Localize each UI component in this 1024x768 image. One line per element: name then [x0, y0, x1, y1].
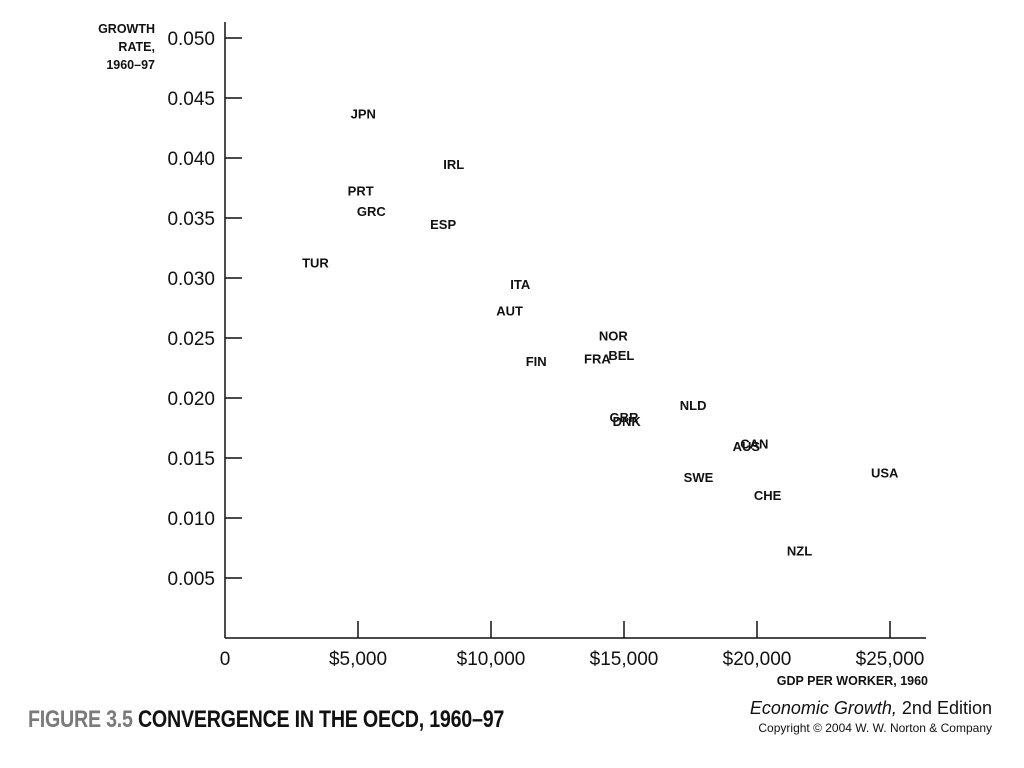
data-point-grc: GRC: [357, 204, 387, 219]
source-credit: Economic Growth, 2nd Edition Copyright ©…: [750, 698, 992, 735]
book-edition: 2nd Edition: [901, 698, 992, 718]
data-point-dnk: DNK: [613, 414, 642, 429]
y-axis-label-line: RATE,: [118, 40, 155, 54]
y-tick-label: 0.050: [167, 29, 215, 50]
x-tick-label: $20,000: [723, 649, 792, 670]
data-point-nzl: NZL: [787, 543, 812, 558]
book-line: Economic Growth, 2nd Edition: [750, 698, 992, 719]
copyright-notice: Copyright © 2004 W. W. Norton & Company: [758, 721, 992, 735]
data-point-tur: TUR: [302, 255, 329, 270]
x-tick-label: $10,000: [457, 649, 526, 670]
data-point-fin: FIN: [526, 354, 547, 369]
figure-number: FIGURE 3.5: [28, 706, 133, 733]
data-point-irl: IRL: [443, 157, 464, 172]
y-tick-label: 0.010: [167, 509, 215, 530]
y-axis-label: GROWTH RATE, 1960–97: [98, 22, 155, 72]
data-point-jpn: JPN: [351, 107, 376, 122]
data-point-fra: FRA: [584, 351, 611, 366]
x-axis-ticks: 0 $5,000 $10,000 $15,000 $20,000 $25,000: [220, 621, 925, 670]
y-axis-label-line: 1960–97: [106, 58, 155, 72]
x-tick-label: $5,000: [329, 649, 387, 670]
data-point-swe: SWE: [684, 470, 714, 485]
y-tick-label: 0.030: [167, 269, 215, 290]
data-point-ita: ITA: [510, 277, 531, 292]
data-point-prt: PRT: [348, 183, 374, 198]
y-tick-label: 0.015: [167, 449, 215, 470]
x-tick-label: $25,000: [856, 649, 925, 670]
y-axis-ticks: 0.005 0.010 0.015 0.020 0.025 0.030 0.035 0.040…: [167, 29, 242, 590]
x-axis-label: GDP PER WORKER, 1960: [777, 674, 928, 688]
y-tick-label: 0.040: [167, 149, 215, 170]
data-point-che: CHE: [754, 488, 782, 503]
data-point-bel: BEL: [608, 348, 634, 363]
data-point-nor: NOR: [599, 329, 629, 344]
data-point-can: CAN: [740, 437, 768, 452]
y-tick-label: 0.020: [167, 389, 215, 410]
y-tick-label: 0.005: [167, 569, 215, 590]
data-point-aus: AUS: [733, 439, 761, 454]
data-point-nld: NLD: [680, 398, 707, 413]
figure-title: CONVERGENCE IN THE OECD, 1960–97: [137, 706, 505, 733]
data-point-usa: USA: [871, 465, 899, 480]
axes: [224, 22, 926, 639]
figure-caption: FIGURE 3.5 CONVERGENCE IN THE OECD, 1960…: [28, 706, 504, 734]
data-point-gbr: GBR: [610, 410, 640, 425]
y-axis-label-line: GROWTH: [98, 22, 155, 36]
data-point-esp: ESP: [430, 217, 456, 232]
x-tick-label: 0: [220, 649, 231, 670]
y-tick-label: 0.025: [167, 329, 215, 350]
y-tick-label: 0.045: [167, 89, 215, 110]
data-point-aut: AUT: [496, 303, 523, 318]
y-tick-label: 0.035: [167, 209, 215, 230]
book-title: Economic Growth,: [749, 698, 897, 718]
x-tick-label: $15,000: [590, 649, 659, 670]
